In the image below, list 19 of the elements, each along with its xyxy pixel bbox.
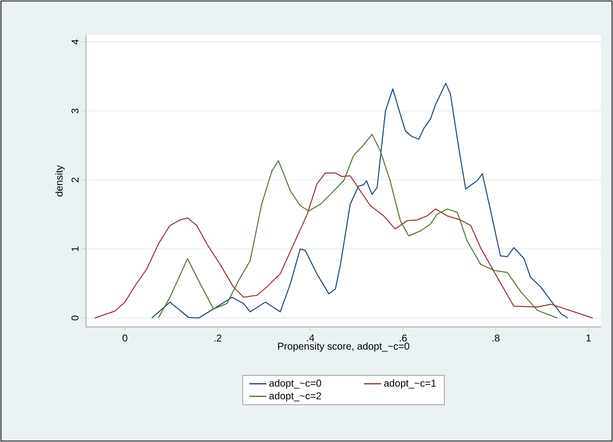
y-tick-label: 3 — [71, 108, 78, 114]
y-tick-label: 1 — [72, 246, 78, 251]
x-tick-label: 0 — [122, 334, 128, 342]
y-tick-label: 0 — [71, 316, 78, 320]
x-tick-label: .8 — [492, 334, 500, 342]
y-axis-title: density — [55, 165, 65, 196]
line-series — [151, 82, 568, 319]
x-axis-title: Propensity score, adopt_~c=0 — [278, 342, 410, 352]
line-series — [158, 134, 558, 319]
x-tick-label: .4 — [307, 334, 314, 342]
x-tick-label: .6 — [400, 334, 407, 342]
y-tick-label: 2 — [72, 178, 78, 182]
legend-label: adopt_~c=2 — [269, 392, 322, 402]
legend-label: adopt_~c=0 — [269, 379, 322, 389]
legend-label: adopt_~c=1 — [384, 379, 436, 389]
x-tick-label: 1 — [586, 334, 591, 342]
line-series — [94, 172, 594, 319]
y-tick-label: 4 — [72, 39, 78, 44]
x-tick-label: .2 — [214, 334, 222, 342]
